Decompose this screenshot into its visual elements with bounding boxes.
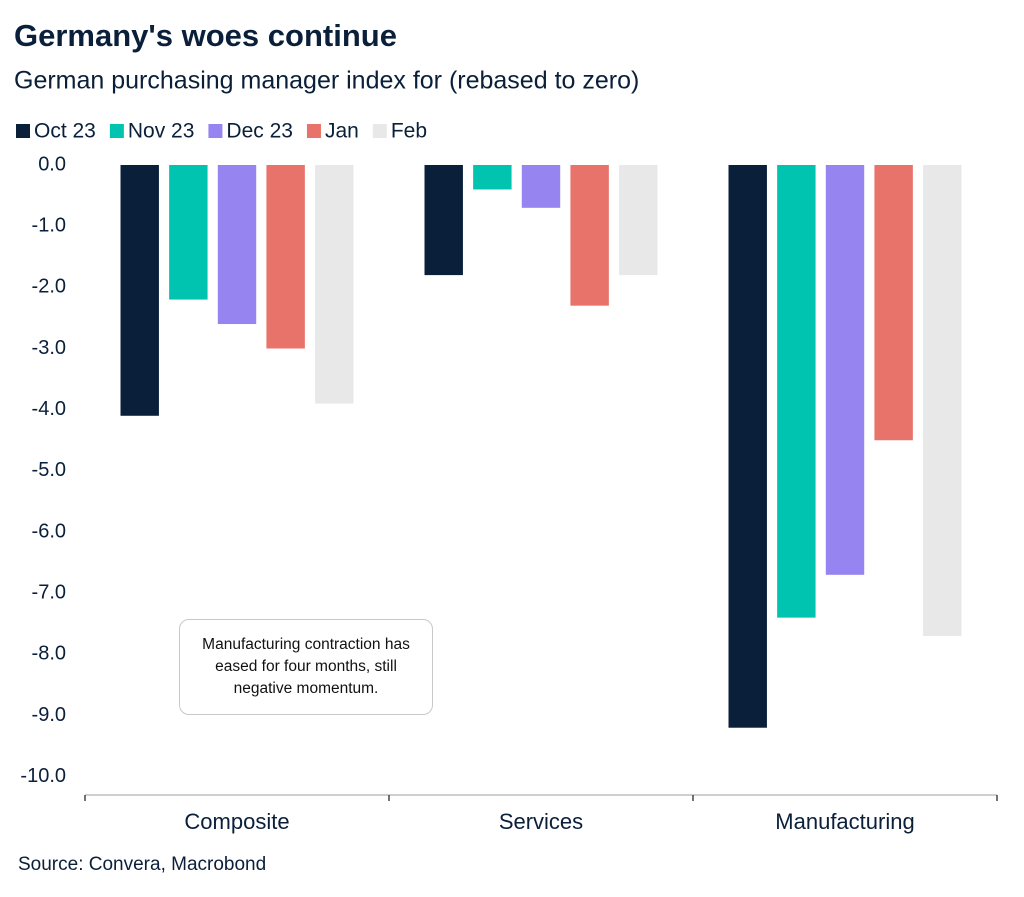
legend-swatch bbox=[208, 124, 223, 138]
y-tick-label: -1.0 bbox=[32, 214, 66, 236]
y-tick-label: -6.0 bbox=[32, 520, 66, 542]
y-tick-label: -2.0 bbox=[32, 276, 66, 298]
bar bbox=[266, 165, 305, 349]
bar bbox=[424, 165, 463, 276]
y-tick-label: -10.0 bbox=[20, 765, 66, 787]
bar bbox=[315, 165, 354, 404]
legend-label: Jan bbox=[325, 120, 359, 143]
legend-swatch bbox=[109, 124, 124, 138]
y-tick-label: -5.0 bbox=[32, 459, 66, 481]
bar bbox=[777, 165, 816, 618]
x-tick-label: Services bbox=[499, 809, 583, 834]
legend-swatch bbox=[372, 124, 387, 138]
y-tick-label: -7.0 bbox=[32, 581, 66, 603]
chart-title: Germany's woes continue bbox=[14, 18, 397, 53]
source: Source: Convera, Macrobond bbox=[18, 854, 266, 875]
y-tick-label: -8.0 bbox=[32, 643, 66, 665]
legend-label: Dec 23 bbox=[226, 120, 293, 143]
bar bbox=[825, 165, 865, 575]
bar bbox=[923, 165, 962, 636]
y-tick-label: 0.0 bbox=[38, 153, 66, 175]
bar bbox=[120, 165, 159, 416]
bar bbox=[570, 165, 609, 306]
x-tick-label: Composite bbox=[184, 809, 289, 834]
y-tick-label: -3.0 bbox=[32, 337, 66, 359]
bar bbox=[169, 165, 208, 300]
bar bbox=[619, 165, 658, 276]
bar bbox=[874, 165, 913, 441]
legend-swatch bbox=[16, 124, 30, 138]
legend-label: Feb bbox=[391, 120, 427, 143]
bar bbox=[473, 165, 512, 190]
legend-label: Oct 23 bbox=[34, 120, 96, 143]
legend-label: Nov 23 bbox=[128, 120, 195, 143]
annotation: Manufacturing contraction has eased for … bbox=[179, 619, 433, 715]
y-tick-label: -4.0 bbox=[32, 398, 66, 420]
bar bbox=[728, 165, 767, 728]
legend-swatch bbox=[306, 124, 321, 138]
y-tick-label: -9.0 bbox=[32, 704, 66, 726]
x-tick-label: Manufacturing bbox=[775, 809, 914, 834]
chart-subtitle: German purchasing manager index for (reb… bbox=[14, 67, 639, 95]
bar bbox=[521, 165, 561, 208]
bar bbox=[217, 165, 257, 325]
